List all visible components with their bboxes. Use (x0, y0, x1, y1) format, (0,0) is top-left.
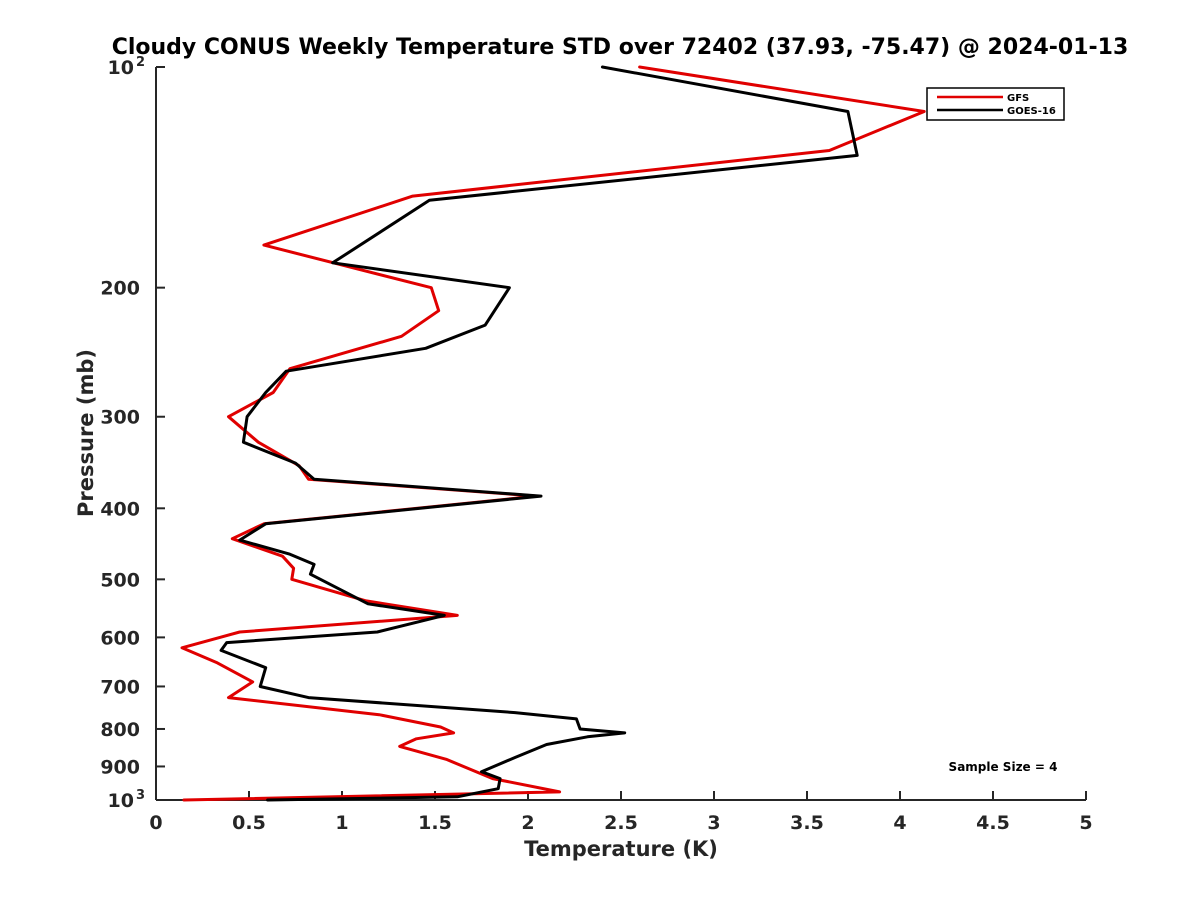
y-tick-label: 600 (100, 627, 140, 649)
series-line-gfs (180, 65, 926, 802)
x-tick-label: 0 (149, 812, 162, 834)
y-tick-label: 500 (100, 569, 140, 591)
y-tick-label: 900 (100, 756, 140, 778)
y-tick-label: 200 (100, 278, 140, 300)
x-tick-label: 0.5 (232, 812, 266, 834)
x-tick-label: 3.5 (790, 812, 824, 834)
y-tick-exponent: 2 (136, 55, 145, 70)
legend: GFS GOES-16 (926, 87, 1065, 121)
legend-label-gfs: GFS (1007, 93, 1029, 104)
y-tick-label: 10 (108, 57, 134, 79)
plot-area: 0 0.5 1 1.5 2 2.5 3 3.5 4 4.5 5 10 2200300400500600… (100, 55, 1092, 834)
series-lines (180, 65, 926, 802)
y-tick-label: 700 (100, 676, 140, 698)
y-axis-label: Pressure (mb) (74, 349, 98, 517)
chart-title: Cloudy CONUS Weekly Temperature STD over… (112, 35, 1129, 60)
x-tick-label: 2.5 (604, 812, 638, 834)
y-tick-label: 400 (100, 498, 140, 520)
y-tick-label: 800 (100, 719, 140, 741)
y-tick-exponent: 3 (136, 788, 145, 803)
x-tick-label: 1 (335, 812, 348, 834)
legend-box (926, 87, 1065, 121)
y-tick-label: 10 (108, 790, 134, 812)
legend-label-goes-16: GOES-16 (1007, 106, 1056, 117)
y-tick-label: 300 (100, 407, 140, 429)
sample-size-annotation: Sample Size = 4 (949, 760, 1058, 774)
x-axis-label: Temperature (K) (524, 837, 718, 861)
x-tick-label: 3 (707, 812, 720, 834)
x-tick-label: 4.5 (976, 812, 1010, 834)
x-tick-label: 5 (1079, 812, 1092, 834)
x-axis-ticks: 0 0.5 1 1.5 2 2.5 3 3.5 4 4.5 5 (149, 791, 1093, 834)
series-line-goes-16 (219, 65, 859, 802)
x-tick-label: 4 (893, 812, 906, 834)
x-tick-label: 1.5 (418, 812, 452, 834)
x-tick-label: 2 (521, 812, 534, 834)
